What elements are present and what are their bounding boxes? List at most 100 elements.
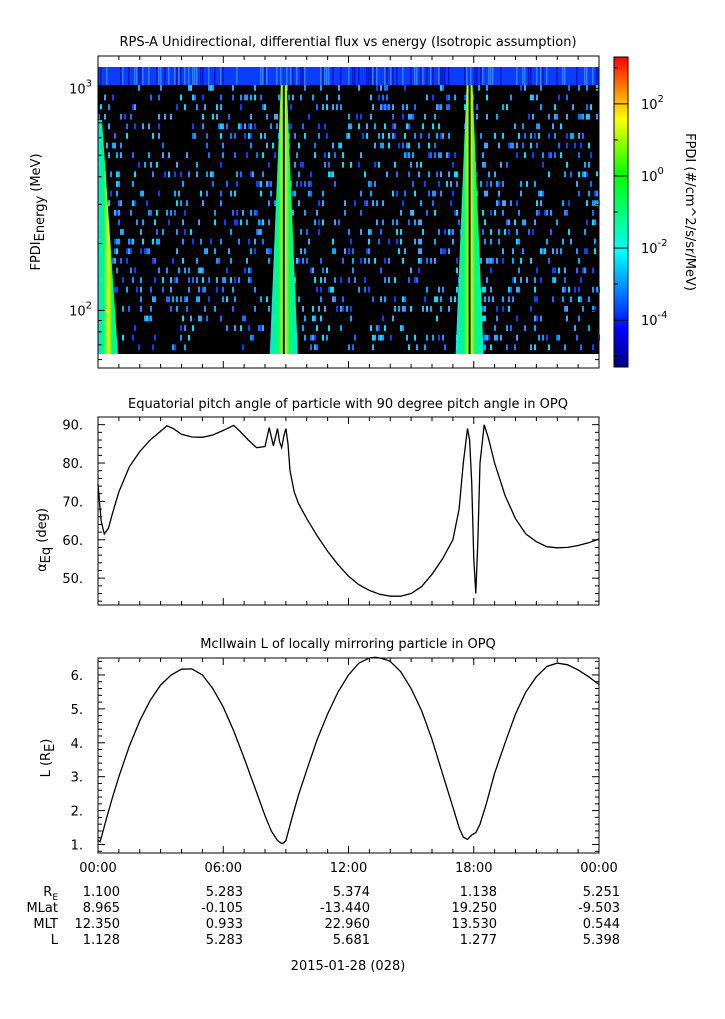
spectrogram-cell [454,94,456,101]
spectrogram-cell [312,315,314,322]
spectrogram-cell [536,267,538,274]
spectrogram-cell [560,152,562,159]
spectrogram-cell [490,229,492,235]
spectrogram-cell [448,133,450,139]
spectrogram-cell [352,344,354,351]
spectrogram-cell [254,248,256,255]
spectrogram-cell [418,248,420,255]
spectrogram-cell [176,296,178,303]
spectrogram-cell [114,286,116,293]
spectrogram-cell [306,229,308,235]
spectrogram-cell [194,133,196,139]
spectrogram-cell [198,315,200,322]
spectrogram-cell [128,248,130,255]
spectrogram-cell [490,344,492,351]
spectrogram-strip-line [402,67,404,85]
spectrogram-cell [128,238,130,245]
spectrogram-cell [150,209,152,216]
colorbar-tick-label: 100 [641,166,664,185]
spectrogram-cell [424,181,426,187]
spectrogram-y-tick-exponent: 3 [86,78,92,89]
spectrogram-cell [176,248,178,255]
spectrogram-cell [262,104,264,110]
spectrogram-cell [434,190,436,197]
spectrogram-cell [264,133,266,139]
spectrogram-cell [594,190,596,197]
spectrogram-cell [590,181,592,187]
spectrogram-cell [350,315,352,322]
spectrogram-cell [590,152,592,159]
ephemeris-value: 5.398 [583,933,620,948]
spectrogram-strip-line [328,67,330,85]
ephemeris-table: RE 1.100 5.283 5.374 1.138 5.251 MLat 8.965 -0.1… [26,885,620,948]
spectrogram-cell [112,257,114,264]
spectrogram-cell [594,219,596,226]
spectrogram-cell [404,152,406,159]
ephemeris-row-label-main: MLat [26,901,58,916]
spectrogram-x-ticks [97,56,600,368]
spectrogram-cell [456,171,458,178]
spectrogram-cell [132,277,134,283]
spectrogram-cell [446,181,448,187]
spectrogram-y-tick-base: 10 [69,82,86,97]
spectrogram-cell [328,152,330,159]
spectrogram-cell [524,152,526,159]
spectrogram-cell [440,104,442,110]
spectrogram-cell [142,219,144,226]
ephemeris-value: 5.283 [206,885,243,900]
spectrogram-cell [368,257,370,264]
spectrogram-cell [250,142,252,149]
spectrogram-y-tick-base: 10 [69,304,86,319]
spectrogram-cell [554,104,556,110]
spectrogram-strip-line [492,67,494,85]
spectrogram-strip-line [522,67,524,85]
spectrogram-cell [202,286,204,293]
spectrogram-cell [224,219,226,226]
spectrogram-cell [456,286,458,293]
spectrogram-cell [120,200,122,207]
spectrogram-cell [372,344,374,351]
spectrogram-cell [538,133,540,139]
spectrogram-cell [386,104,388,110]
spectrogram-cell [302,123,304,130]
spectrogram-cell [440,305,442,312]
spectrogram-cell [578,171,580,178]
spectrogram-cell [516,334,518,341]
spectrogram-cell [150,161,152,168]
spectrogram-cell [568,229,570,235]
spectrogram-cell [392,104,394,110]
spectrogram-cell [174,190,176,197]
spectrogram-cell [480,257,482,264]
spectrogram-cell [504,229,506,235]
spectrogram-cell [404,133,406,139]
spectrogram-cell [216,277,218,283]
spectrogram-cell [178,267,180,274]
spectrogram-cell [454,209,456,216]
ephemeris-value: -9.503 [578,901,620,916]
spectrogram-cell [442,133,444,139]
spectrogram-cell [516,286,518,293]
spectrogram-y-label: FPDIEnergy (MeV) [29,153,48,270]
spectrogram-cell [530,133,532,139]
spectrogram-cell [408,152,410,159]
spectrogram-cell [536,94,538,101]
spectrogram-cell [248,325,250,331]
spectrogram-cell [406,334,408,341]
spectrogram-cell [248,133,250,139]
spectrogram-cell [558,267,560,274]
spectrogram-cell [322,267,324,274]
spectrogram-cell [508,229,510,235]
spectrogram-cell [538,334,540,341]
spectrogram-cell [540,190,542,197]
spectrogram-cell [534,344,536,351]
spectrogram-cell [382,104,384,110]
spectrogram-cell [340,104,342,110]
spectrogram-cell [436,296,438,303]
spectrogram-cell [248,123,250,130]
spectrogram-cell [176,200,178,207]
spectrogram-cell [552,123,554,130]
spectrogram-cell [580,296,582,303]
spectrogram-cell [168,152,170,159]
spectrogram-cell [156,238,158,245]
spectrogram-cell [384,296,386,303]
